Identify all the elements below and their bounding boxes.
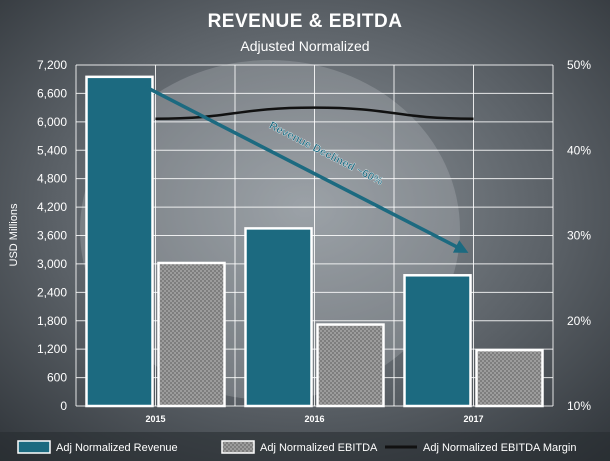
y-tick-label: 6,000: [37, 115, 67, 129]
ebitda-bar: [475, 348, 544, 408]
legend-label: Adj Normalized EBITDA Margin: [423, 442, 576, 454]
legend: Adj Normalized Revenue Adj Normalized EBI…: [17, 440, 576, 454]
y-tick-label: 2,400: [37, 285, 67, 299]
chart-title: REVENUE & EBITDA: [208, 11, 403, 32]
legend-label: Adj Normalized EBITDA: [260, 442, 378, 454]
x-axis-ticks: 2015 2016 2017: [145, 414, 483, 424]
y-tick-label: 4,200: [37, 200, 67, 214]
x-tick-label: 2016: [304, 414, 324, 424]
y-tick-label: 7,200: [37, 58, 67, 72]
gridlines: [75, 64, 554, 407]
y-tick-label: 1,200: [37, 342, 67, 356]
revenue-bar: [403, 274, 472, 408]
legend-label: Adj Normalized Revenue: [56, 442, 178, 454]
y-tick-label: 1,800: [37, 314, 67, 328]
legend-swatch-ebitda: [221, 440, 255, 454]
legend-band: [0, 432, 610, 461]
margin-line-group: [155, 106, 474, 120]
y-tick-label: 600: [47, 371, 67, 385]
x-tick-label: 2017: [463, 414, 483, 424]
decline-arrow: [144, 85, 469, 253]
chart-subtitle: Adjusted Normalized: [240, 38, 369, 54]
y-tick-label: 5,400: [37, 143, 67, 157]
y-axis-label: USD Millions: [8, 203, 20, 266]
y-tick-label: 3,000: [37, 257, 67, 271]
y2-tick-label: 30%: [567, 229, 591, 243]
y-tick-label: 6,600: [37, 86, 67, 100]
y-axis-left-ticks: 0 600 1,200 1,800 2,400 3,000 3,600 4,200 4,800 5…: [37, 58, 67, 413]
y-tick-label: 4,800: [37, 172, 67, 186]
margin-line: [155, 106, 474, 120]
bars: [85, 75, 544, 408]
x-tick-label: 2015: [145, 414, 165, 424]
y2-tick-label: 10%: [567, 399, 591, 413]
y2-tick-label: 50%: [567, 58, 591, 72]
y-axis-right-ticks: 10% 20% 30% 40% 50%: [567, 58, 591, 413]
y-tick-label: 3,600: [37, 229, 67, 243]
y2-tick-label: 40%: [567, 143, 591, 157]
ebitda-bar: [157, 261, 226, 408]
y-tick-label: 0: [60, 399, 67, 413]
revenue-bar: [85, 75, 154, 408]
y2-tick-label: 20%: [567, 314, 591, 328]
legend-swatch-revenue: [17, 440, 51, 454]
revenue-bar: [244, 227, 313, 408]
ebitda-bar: [316, 323, 385, 408]
